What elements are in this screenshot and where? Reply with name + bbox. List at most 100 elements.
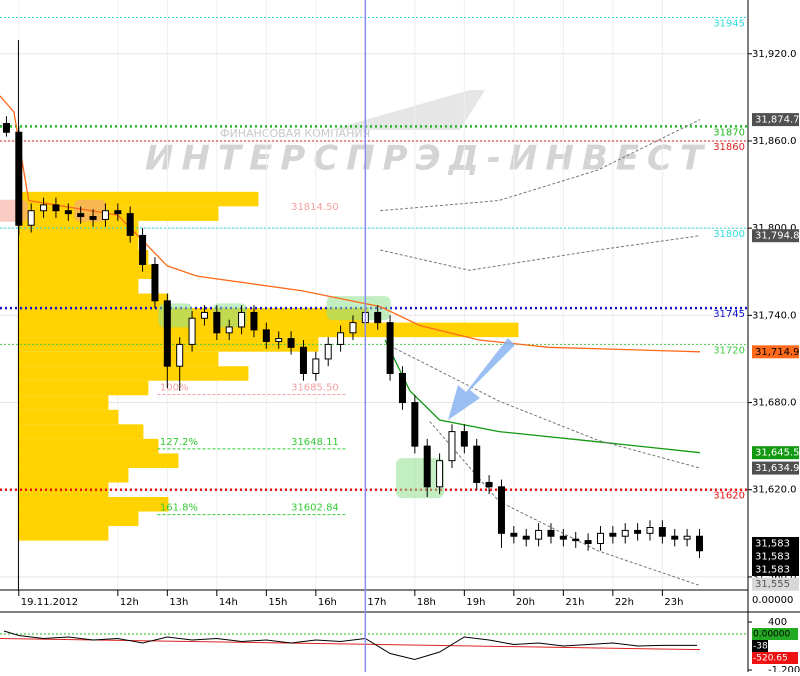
fib-ratio: 100% — [160, 383, 189, 394]
candle-body — [671, 535, 679, 540]
fib-ratio: 161.8% — [160, 503, 198, 514]
candle-body — [547, 529, 555, 537]
candle-body — [299, 346, 307, 374]
candle-body — [213, 311, 221, 334]
indicator-line — [389, 345, 701, 469]
price-tag-label: 31,714.9 — [755, 347, 800, 358]
indicator-line — [380, 235, 701, 271]
profile-bar — [18, 409, 119, 425]
candle-body — [559, 535, 567, 540]
price-tag — [752, 536, 799, 550]
price-tag-label: 31,634.9 — [755, 463, 800, 474]
profile-bar — [18, 279, 139, 294]
candle-body — [275, 338, 283, 343]
candle-body — [584, 540, 592, 544]
osc-tag — [752, 627, 798, 640]
candle-body — [621, 529, 629, 537]
candle-body — [200, 311, 208, 319]
candle-body — [287, 338, 295, 348]
highlight — [0, 199, 28, 222]
candle-body — [337, 332, 345, 345]
price-tag-label: 31,583 — [755, 551, 790, 562]
candle-body — [312, 358, 320, 374]
watermark-brand: ИНТЕРСПРЭД-ИНВЕСТ — [145, 139, 711, 179]
osc-tag — [752, 651, 798, 664]
highlight — [158, 303, 193, 328]
candle-body — [15, 131, 23, 226]
x-tick-label: 15h — [268, 597, 287, 608]
y-tick-label: 31,740.0 — [752, 310, 797, 321]
profile-bar — [18, 308, 369, 323]
x-tick-label: 20h — [516, 597, 535, 608]
candle-body — [139, 234, 147, 265]
y-tick-label: 31,920.0 — [752, 49, 797, 60]
candle-body — [101, 210, 109, 220]
x-tick-label: 23h — [664, 597, 683, 608]
oscillator-line — [0, 638, 701, 651]
fib-value: 31814.50 — [291, 202, 339, 213]
candle-body — [176, 343, 184, 367]
price-tag-label: 31,583 — [755, 538, 790, 549]
candle-body — [423, 445, 431, 488]
candle-body — [535, 529, 543, 540]
x-tick-label: 12h — [120, 597, 139, 608]
osc-tick-label: 400 — [768, 617, 787, 628]
profile-bar — [18, 351, 219, 367]
level-label: 31870 — [713, 127, 745, 138]
price-tag — [752, 562, 799, 576]
profile-bar — [18, 526, 109, 541]
y-tick-label: 31,560.0 — [752, 572, 797, 583]
osc-tag-label: -381 — [753, 641, 773, 651]
profile-bar — [18, 395, 109, 410]
price-tag — [752, 113, 799, 127]
profile-bar — [18, 235, 139, 250]
candle-body — [52, 204, 60, 212]
candle-body — [398, 372, 406, 404]
profile-bar — [18, 293, 169, 309]
candle-body — [114, 210, 122, 215]
profile-bar — [18, 496, 169, 512]
profile-bar — [18, 366, 249, 381]
candle-body — [188, 317, 196, 345]
profile-bar — [18, 264, 159, 280]
x-tick-label: 19.11.2012 — [21, 597, 78, 608]
candle-body — [497, 486, 505, 534]
y-tick-label: 31,860.0 — [752, 136, 797, 147]
profile-bar — [18, 249, 149, 265]
candle-body — [510, 532, 518, 537]
candle-body — [151, 263, 159, 302]
profile-bar — [18, 380, 149, 396]
price-tag-label: 31,794.8 — [755, 231, 800, 242]
candle-body — [40, 204, 48, 212]
level-label: 31945 — [713, 18, 745, 29]
y-tick-label: 31,680.0 — [752, 398, 797, 409]
profile-bar — [18, 424, 144, 439]
candle-body — [460, 431, 468, 447]
price-tag-label: 31,583 — [755, 564, 790, 575]
osc-tick-label: -1,200 — [768, 665, 800, 672]
candle-body — [349, 322, 357, 334]
candle-body — [2, 123, 10, 133]
price-tag-label: 31,645.5 — [755, 448, 800, 459]
price-tag — [752, 345, 799, 359]
fib-ratio: 127.2% — [160, 437, 198, 448]
oscillator-line — [3, 630, 697, 661]
candle-body — [386, 322, 394, 374]
candle-body — [658, 527, 666, 537]
candle-body — [522, 535, 530, 540]
candle-body — [572, 538, 580, 542]
candle-body — [448, 431, 456, 462]
candle-body — [485, 481, 493, 488]
indicator-line — [0, 95, 701, 353]
level-label: 31720 — [713, 345, 745, 356]
candle-body — [695, 535, 703, 552]
candle-body — [473, 445, 481, 483]
y-tick-label: 31,620.0 — [752, 485, 797, 496]
watermark-company: ФИНАНСОВАЯ КОМПАНИЯ — [220, 127, 370, 140]
candle-body — [27, 210, 35, 226]
candle-body — [262, 329, 270, 343]
footer-tag: 0.00000 — [752, 595, 793, 606]
candle-body — [238, 311, 246, 328]
fib-value: 31685.50 — [291, 383, 339, 394]
